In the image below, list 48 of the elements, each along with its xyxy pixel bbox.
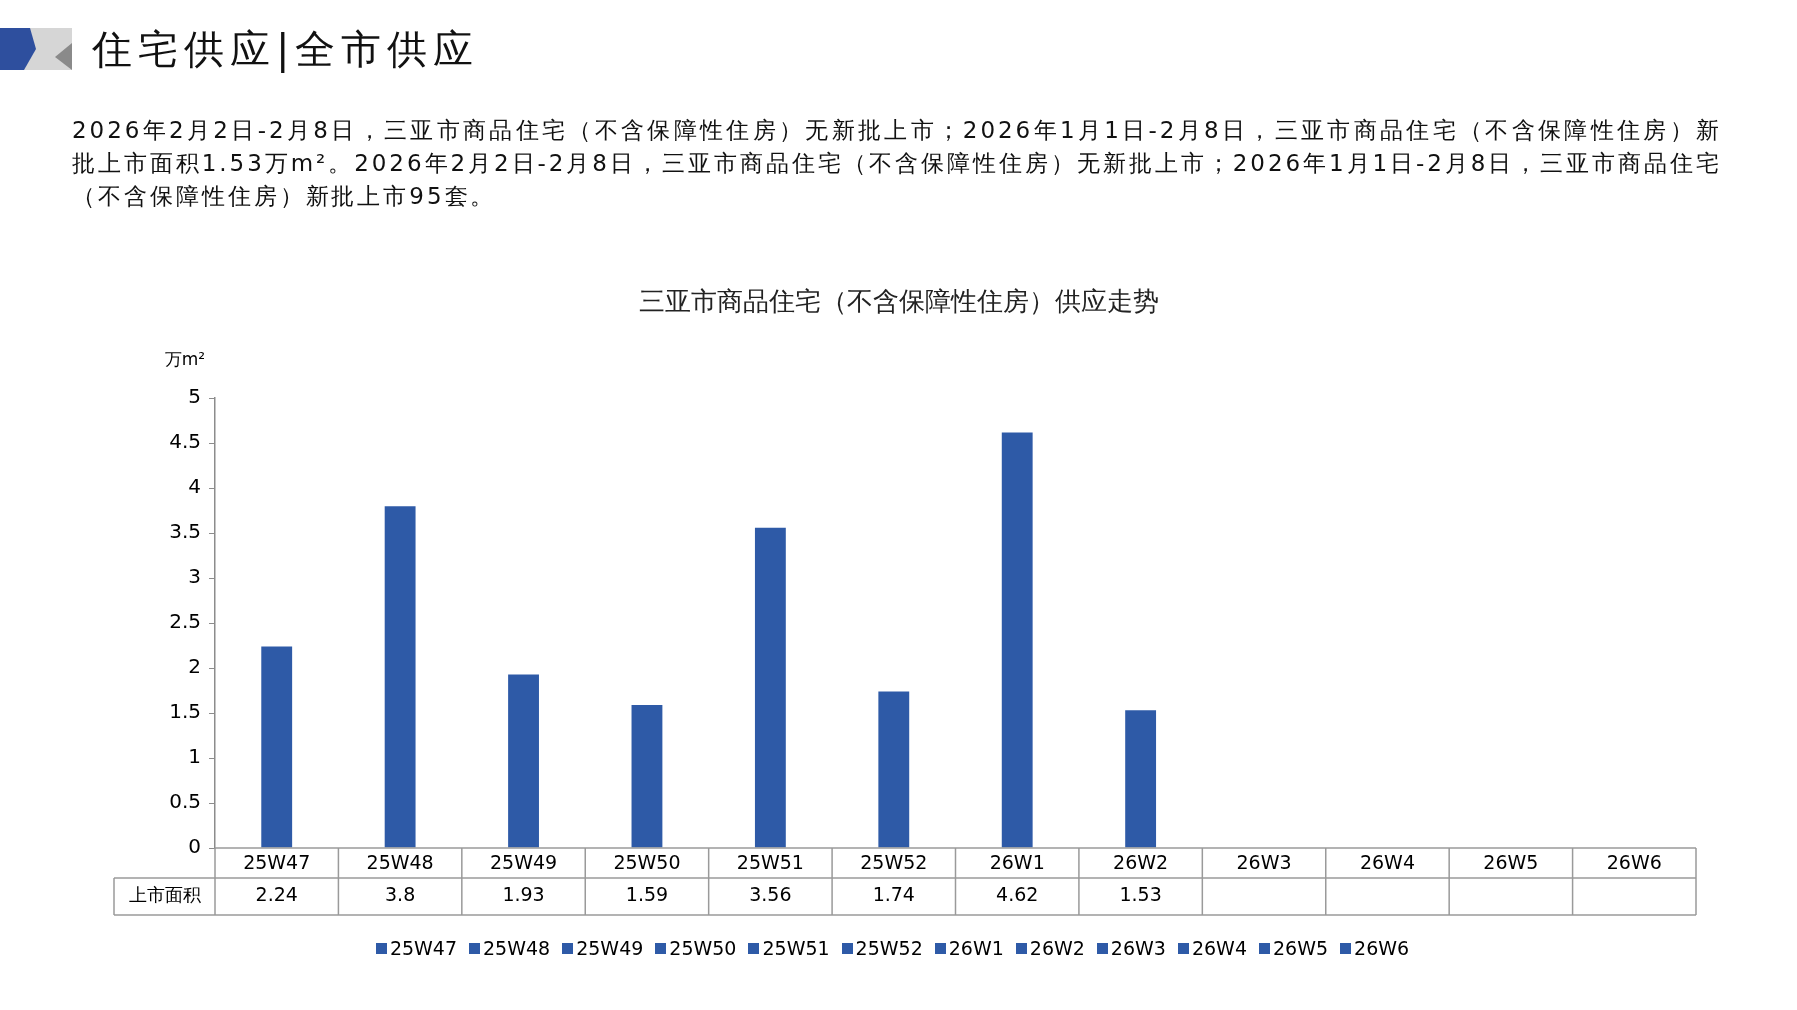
category-label: 25W50 [669,937,737,959]
y-tick-label: 1.5 [169,699,201,724]
category-label: 25W48 [483,937,551,959]
chart-title: 三亚市商品住宅（不含保障性住房）供应走势 [638,286,1159,317]
y-tick-label: 4 [188,474,201,499]
y-tick-label: 0.5 [169,789,201,814]
x-tick-label: 26W4 [1359,851,1415,874]
category-label: 26W2 [1029,937,1085,959]
y-tick-label: 2.5 [169,609,201,634]
text: 上市面积 [128,884,201,906]
y-tick-label: 1 [188,744,201,769]
data-label: 1.74 [872,883,915,906]
x-tick-label: 26W1 [989,851,1045,874]
data-label: 3.56 [749,883,792,906]
data-label: 1.59 [625,883,669,906]
y-tick-label: 0 [188,834,201,859]
category-label: 25W49 [576,937,644,959]
x-tick-label: 25W50 [613,851,681,874]
y-tick-label: 2 [188,654,201,679]
data-label: 4.62 [996,883,1039,906]
category-label: 25W52 [855,937,923,959]
y-tick-label: 3 [188,564,201,589]
category-label: 25W47 [389,937,458,959]
x-tick-label: 25W48 [366,851,434,874]
text: 2026年2月2日-2月8日，三亚市商品住宅（不含保障性住房）无新批上市；2026年1月1日-2月8日，三亚市商品住宅（不含保障性住房）新批上市面积1.53万m²。2026年2月2日-2月8日，三亚市商品住宅（不含保障性住房）无新批上市；2026年1月1日-2月8日，三亚市商品住宅（不含保障性住房）新批上市95套。 [72,116,1722,211]
x-tick-label: 25W52 [860,851,928,874]
category-label: 26W5 [1272,937,1329,959]
category-label: 26W3 [1110,937,1166,959]
x-tick-label: 25W47 [243,851,311,874]
x-tick-label: 25W51 [736,851,804,874]
x-tick-label: 26W5 [1483,851,1539,874]
category-label: 25W51 [762,937,830,959]
x-tick-label: 26W2 [1113,851,1169,874]
y-tick-label: 4.5 [169,429,201,454]
y-tick-label: 3.5 [169,519,201,544]
x-tick-label: 25W49 [489,851,558,874]
category-label: 26W1 [948,937,1004,959]
y-tick-label: 5 [188,384,201,409]
category-label: 26W6 [1354,937,1410,959]
y-axis-title: 万m² [164,348,206,369]
data-label: 2.24 [255,883,298,906]
data-label: 1.53 [1119,883,1162,906]
x-tick-label: 26W6 [1606,851,1662,874]
data-label: 3.8 [385,883,416,906]
category-label: 26W4 [1191,937,1247,959]
data-label: 1.93 [502,883,545,906]
text: 住宅供应|全市供应 [92,26,480,72]
x-tick-label: 26W3 [1236,851,1292,874]
